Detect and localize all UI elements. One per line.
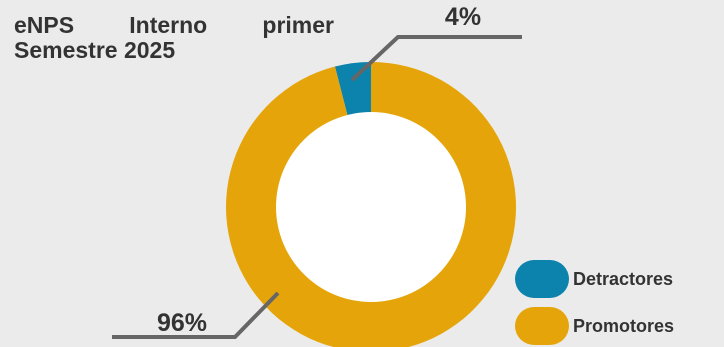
leader-line-detractores	[350, 35, 522, 82]
legend-swatch-promotores	[515, 307, 569, 345]
legend-item-detractores: Detractores	[515, 260, 673, 298]
chart-title: eNPS Interno primer Semestre 2025	[14, 12, 334, 63]
legend-item-promotores: Promotores	[515, 307, 674, 345]
leader-line-promotores	[112, 291, 280, 339]
legend-label-promotores: Promotores	[573, 315, 675, 336]
data-label-promotores: 96%	[157, 309, 207, 337]
legend-swatch-detractores	[515, 260, 569, 298]
data-label-detractores: 4%	[445, 3, 481, 31]
donut-hole	[276, 112, 466, 302]
legend-label-detractores: Detractores	[573, 268, 674, 289]
leader-lines	[112, 35, 522, 339]
